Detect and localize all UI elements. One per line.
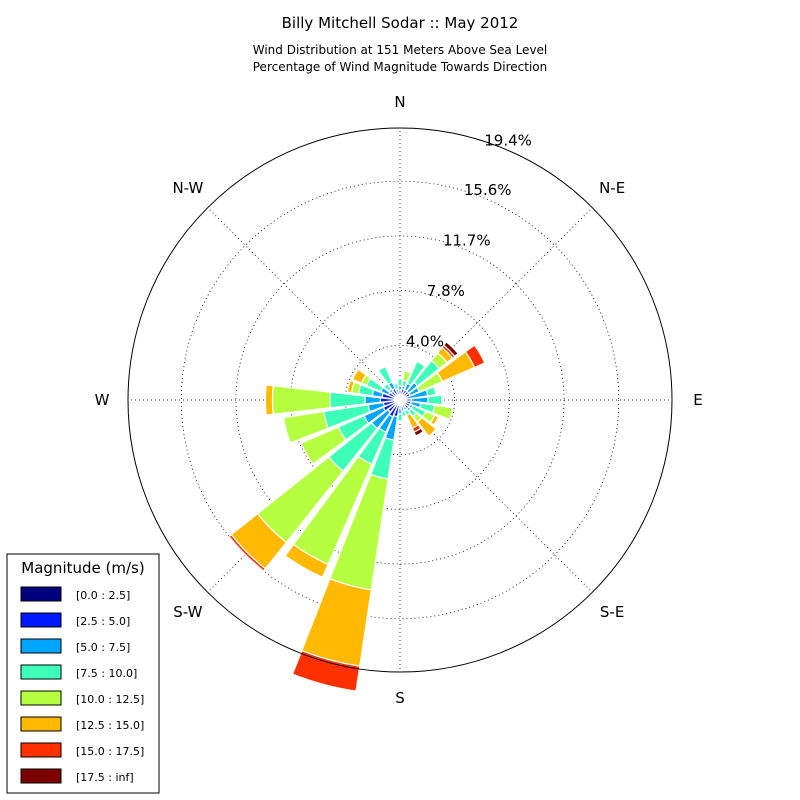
wind-bar-segment [377,365,393,386]
ring-label: 7.8% [427,282,465,300]
wind-bar-segment [425,385,437,397]
wind-bar-segment [400,409,407,418]
chart-title: Billy Mitchell Sodar :: May 2012 [282,14,519,32]
legend-swatch [20,716,62,732]
legend-label: [12.5 : 15.0] [76,719,144,732]
legend-label: [15.0 : 17.5] [76,745,144,758]
grid-spoke [399,399,593,593]
wind-bar-segment [429,414,440,426]
direction-label: S [395,689,405,707]
direction-labels: N N-E E S-E S S-W W N-W [95,93,703,707]
wind-bars [228,341,486,692]
wind-bar-segment [442,341,459,358]
wind-bar-segment [351,368,367,384]
wind-bar-segment [402,370,412,383]
legend-swatch [20,664,62,680]
wind-bar-segment [431,404,454,421]
wind-bar-segment [300,426,347,465]
wind-bar-segment [382,382,393,393]
direction-label: S-E [600,603,624,621]
legend-label: [2.5 : 5.0] [76,615,130,628]
ring-labels: 4.0% 7.8% 11.7% 15.6% 19.4% [406,132,532,351]
legend-swatch [20,638,62,654]
grid-ring [290,290,510,510]
polar-grid [128,128,672,672]
wind-bar-segment [228,533,267,572]
direction-label: N [394,93,405,111]
wind-bar-segment [271,385,331,415]
wind-bar-segment [396,378,404,387]
legend: Magnitude (m/s) [0.0 : 2.5] [2.5 : 5.0] [5… [6,553,160,794]
legend-swatch [20,690,62,706]
direction-label: E [693,391,702,409]
wind-bar-segment [284,543,329,579]
legend-label: [17.5 : inf] [76,771,134,784]
wind-bar-segment [464,344,486,369]
grid-ring [344,344,456,456]
direction-label: S-W [173,603,202,621]
wind-bar-segment [300,578,372,667]
legend-label: [10.0 : 12.5] [76,693,144,706]
wind-bar-segment [396,413,404,422]
chart-subtitle-line2: Percentage of Wind Magnitude Towards Dir… [253,60,547,74]
grid-ring [180,180,620,620]
grid-spoke [207,207,401,401]
legend-swatch [20,768,62,784]
direction-label: N-W [172,179,203,197]
legend-title: Magnitude (m/s) [21,559,144,577]
legend-swatch [20,586,62,602]
ring-label: 15.6% [464,181,512,199]
outer-circle [127,127,673,673]
wind-bar-segment [291,649,361,692]
ring-label: 4.0% [406,332,444,350]
ring-label: 11.7% [443,231,491,249]
legend-label: [7.5 : 10.0] [76,667,137,680]
legend-swatch [20,742,62,758]
wind-bar-segment [393,382,400,391]
wind-bar-segment [416,416,438,438]
wind-bar-segment [427,394,443,406]
legend-swatch [20,612,62,628]
ring-label: 19.4% [484,132,532,150]
legend-label: [0.0 : 2.5] [76,589,130,602]
wind-bar-segment [264,384,274,416]
chart-subtitle-line1: Wind Distribution at 151 Meters Above Se… [253,43,548,57]
direction-label: W [95,391,110,409]
direction-label: N-E [599,179,625,197]
legend-label: [5.0 : 7.5] [76,641,130,654]
legend-items: [0.0 : 2.5] [2.5 : 5.0] [5.0 : 7.5] [7.5 : … [20,586,144,784]
wind-bar-segment [346,379,356,394]
wind-bar-segment [413,427,425,437]
grid-spoke [399,207,593,401]
wind-bar-segment [282,410,329,444]
wind-bar-segment [406,360,426,387]
